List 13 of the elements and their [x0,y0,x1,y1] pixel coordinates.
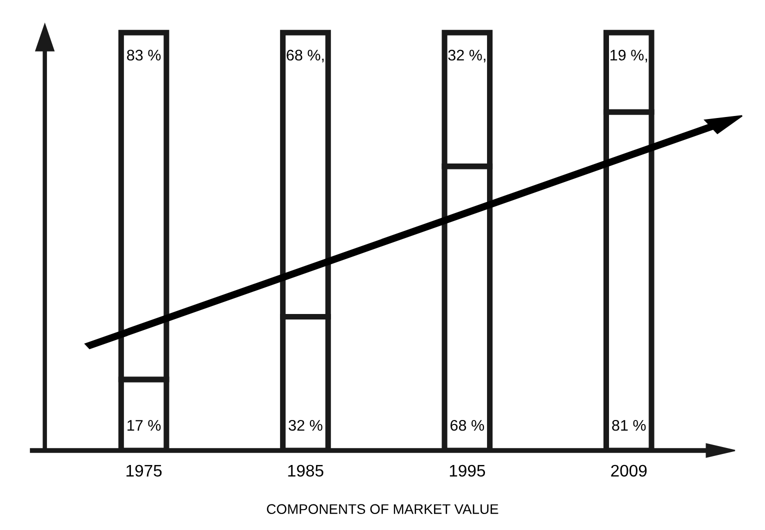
data-label: 68 % [450,420,484,431]
data-label: 17 % [128,420,161,431]
x-tick-label: 1975 [126,464,162,477]
data-label: 32 %, [448,50,486,62]
x-tick-label: 1985 [288,464,324,477]
data-label: 81 % [612,420,646,431]
data-label: 19 %, [610,50,648,62]
data-label: 68 %, [286,50,324,62]
x-tick-label: 2009 [611,464,647,477]
x-tick-label: 1995 [450,464,486,477]
text: COMPONENTS OF MARKET VALUE [266,504,498,514]
data-label: 32 % [288,420,322,431]
data-label: 83 % [127,50,161,61]
